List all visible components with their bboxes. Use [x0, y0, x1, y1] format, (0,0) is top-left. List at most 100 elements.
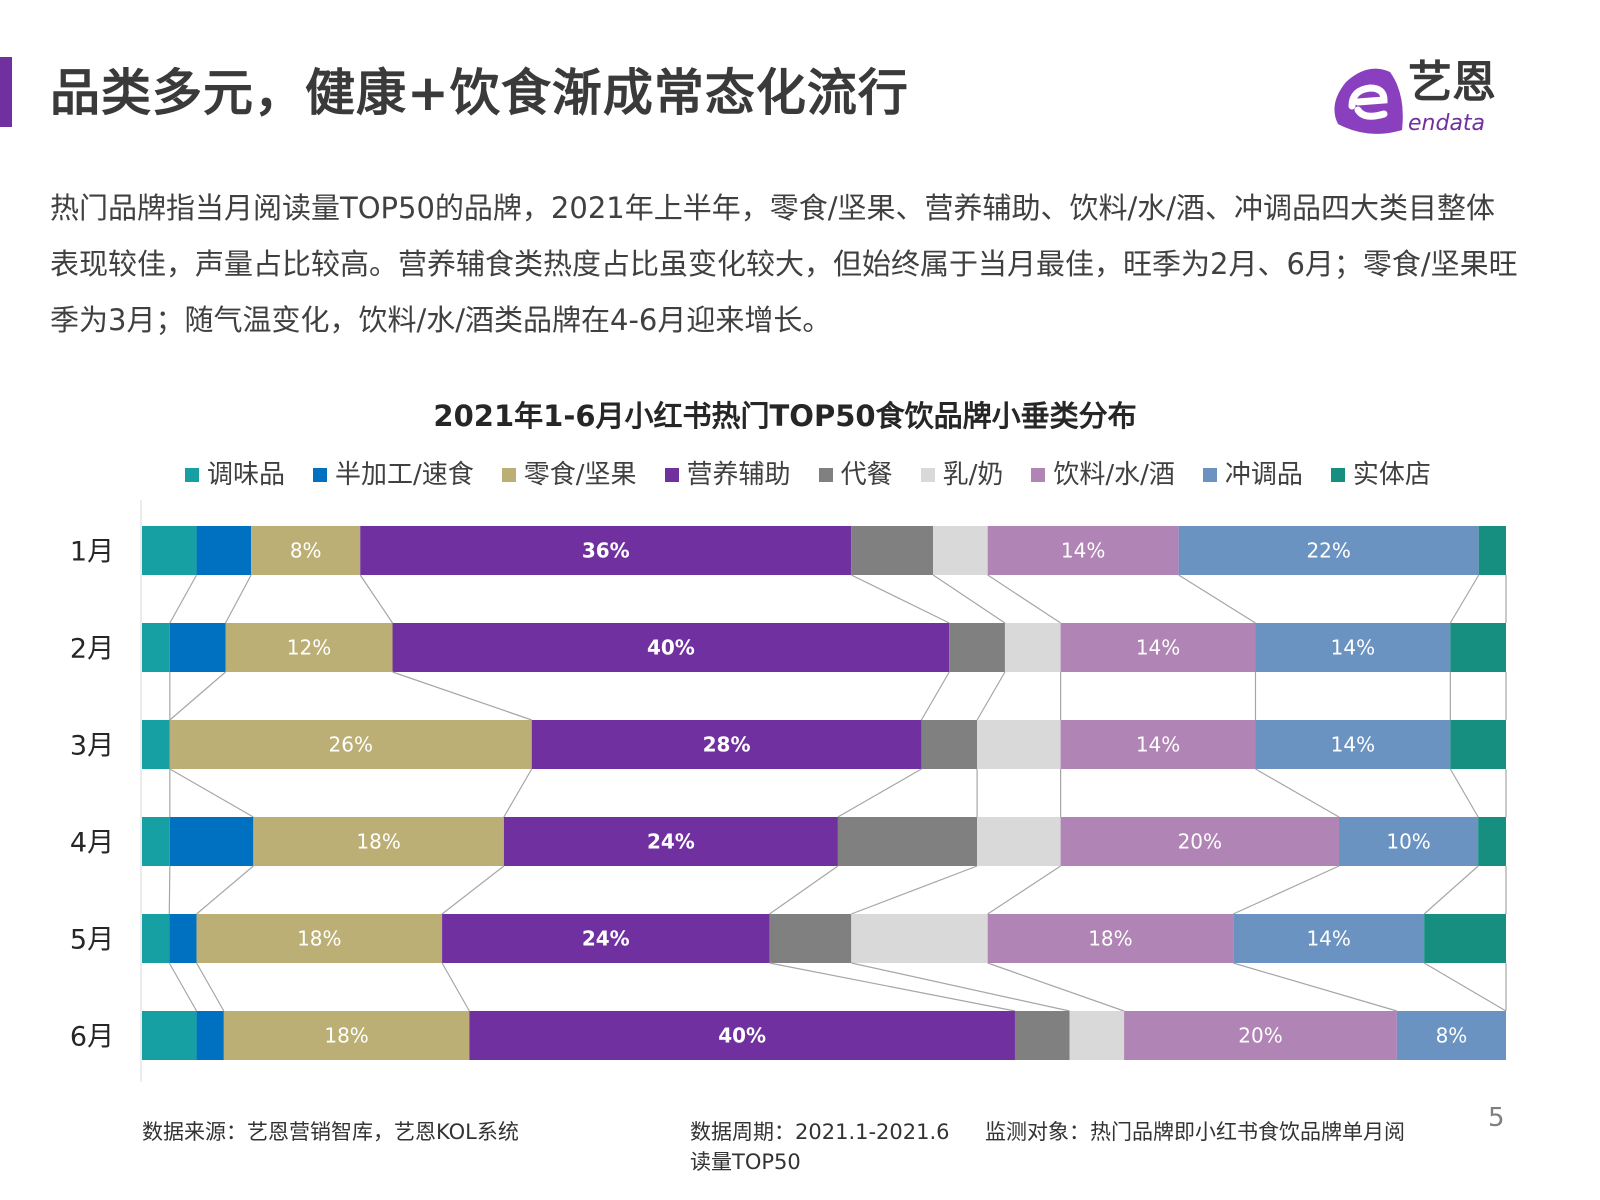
footer-source: 数据来源：艺恩营销智库，艺恩KOL系统 — [142, 1120, 519, 1144]
data-label: 18% — [1088, 927, 1132, 951]
bar-segment — [196, 526, 252, 575]
bar-segment — [1255, 623, 1451, 672]
legend-swatch — [501, 468, 516, 482]
connector-line — [851, 962, 1070, 1012]
data-label: 40% — [647, 636, 695, 660]
legend-item: 调味品 — [185, 458, 285, 492]
legend-swatch — [1330, 468, 1345, 482]
data-label: 18% — [297, 927, 341, 951]
bar-segment — [142, 720, 170, 769]
connector-line — [976, 671, 1006, 721]
legend-label: 饮料/水/酒 — [1053, 460, 1175, 490]
connector-line — [392, 671, 532, 721]
bar-segment — [196, 1011, 224, 1060]
bar-segment — [1233, 914, 1425, 963]
legend-swatch — [920, 468, 935, 482]
category-label: 6月 — [70, 1022, 114, 1053]
bar-segment — [1060, 817, 1339, 866]
bar-segment — [1069, 1011, 1125, 1060]
bar-segment — [169, 623, 226, 672]
bar-segment — [1478, 526, 1506, 575]
bar-segment — [169, 817, 254, 866]
legend-swatch — [1031, 468, 1046, 482]
connector-line — [1255, 768, 1340, 818]
legend-swatch — [818, 468, 833, 482]
bar-segment — [142, 526, 197, 575]
legend-label: 代餐 — [840, 460, 893, 490]
bar-segment — [851, 526, 934, 575]
bar-segment — [142, 623, 170, 672]
bar-segment — [987, 914, 1234, 963]
data-label: 12% — [287, 636, 331, 660]
bar-segment — [360, 526, 852, 575]
bar-segment — [769, 914, 852, 963]
connector-line — [1232, 865, 1340, 915]
logo-e-icon — [1334, 68, 1403, 134]
bar-segment — [392, 623, 950, 672]
connector-line — [503, 768, 533, 818]
bar-segment — [977, 720, 1061, 769]
bar-segment — [987, 526, 1179, 575]
data-label: 10% — [1386, 830, 1430, 854]
data-label: 14% — [1061, 539, 1105, 563]
data-label: 22% — [1306, 539, 1350, 563]
bar-segment — [977, 817, 1061, 866]
connector-line — [168, 865, 171, 915]
connector-line — [441, 865, 505, 915]
bar-segment — [1060, 623, 1256, 672]
connector-line — [441, 962, 470, 1012]
category-label: 2月 — [70, 634, 114, 665]
connector-line — [169, 574, 198, 624]
bar-segment — [837, 817, 978, 866]
data-label: 14% — [1331, 636, 1375, 660]
bar-segment — [142, 1011, 197, 1060]
bar-segment — [223, 1011, 470, 1060]
legend-item: 饮料/水/酒 — [1031, 458, 1175, 492]
endata-logo: 艺恩 endata — [1328, 60, 1528, 144]
connector-line — [1449, 574, 1480, 624]
data-label: 14% — [1136, 636, 1180, 660]
bar-segment — [1124, 1011, 1397, 1060]
bar-segment — [469, 1011, 1015, 1060]
bar-segment — [169, 720, 532, 769]
connector-line — [1178, 574, 1256, 624]
footer-period: 数据周期：2021.1-2021.6 — [690, 1120, 950, 1144]
bar-segment — [1060, 720, 1256, 769]
legend-label: 实体店 — [1352, 460, 1431, 490]
connector-line — [169, 768, 254, 818]
connector-line — [1423, 865, 1479, 915]
legend-item: 半加工/速食 — [313, 458, 474, 492]
chart-title: 2021年1-6月小红书热门TOP50食饮品牌小垂类分布 — [433, 399, 1137, 433]
bar-segment — [1450, 623, 1506, 672]
bar-segment — [142, 817, 170, 866]
legend-swatch — [313, 468, 328, 482]
footer-target: 监测对象：热门品牌即小红书食饮品牌单月阅 — [985, 1120, 1405, 1144]
legend-item: 冲调品 — [1202, 458, 1303, 492]
data-label: 36% — [582, 539, 630, 563]
bar-segment — [503, 817, 838, 866]
bar-segment — [1450, 720, 1506, 769]
chart-legend: 调味品 半加工/速食 零食/坚果 营养辅助 代餐 乳/奶 饮料/水/酒 冲调品 实体店 — [185, 458, 1431, 492]
data-label: 40% — [718, 1024, 766, 1048]
connector-line — [224, 574, 252, 624]
bar-segment — [1478, 817, 1506, 866]
data-label: 26% — [329, 733, 373, 757]
page-number: 5 — [1488, 1103, 1505, 1133]
legend-item: 乳/奶 — [920, 458, 1003, 492]
data-label: 20% — [1238, 1024, 1282, 1048]
bar-segment — [1178, 526, 1479, 575]
connector-line — [920, 671, 950, 721]
legend-label: 冲调品 — [1224, 460, 1303, 490]
connector-line — [1449, 768, 1479, 818]
connector-line — [837, 768, 922, 818]
data-label: 14% — [1331, 733, 1375, 757]
legend-swatch — [664, 468, 679, 482]
connector-line — [769, 865, 839, 915]
bar-segment — [531, 720, 922, 769]
category-label: 1月 — [70, 537, 114, 568]
legend-label: 营养辅助 — [686, 460, 791, 490]
connector-line — [987, 865, 1061, 915]
bar-segment — [253, 817, 504, 866]
data-label: 18% — [356, 830, 400, 854]
